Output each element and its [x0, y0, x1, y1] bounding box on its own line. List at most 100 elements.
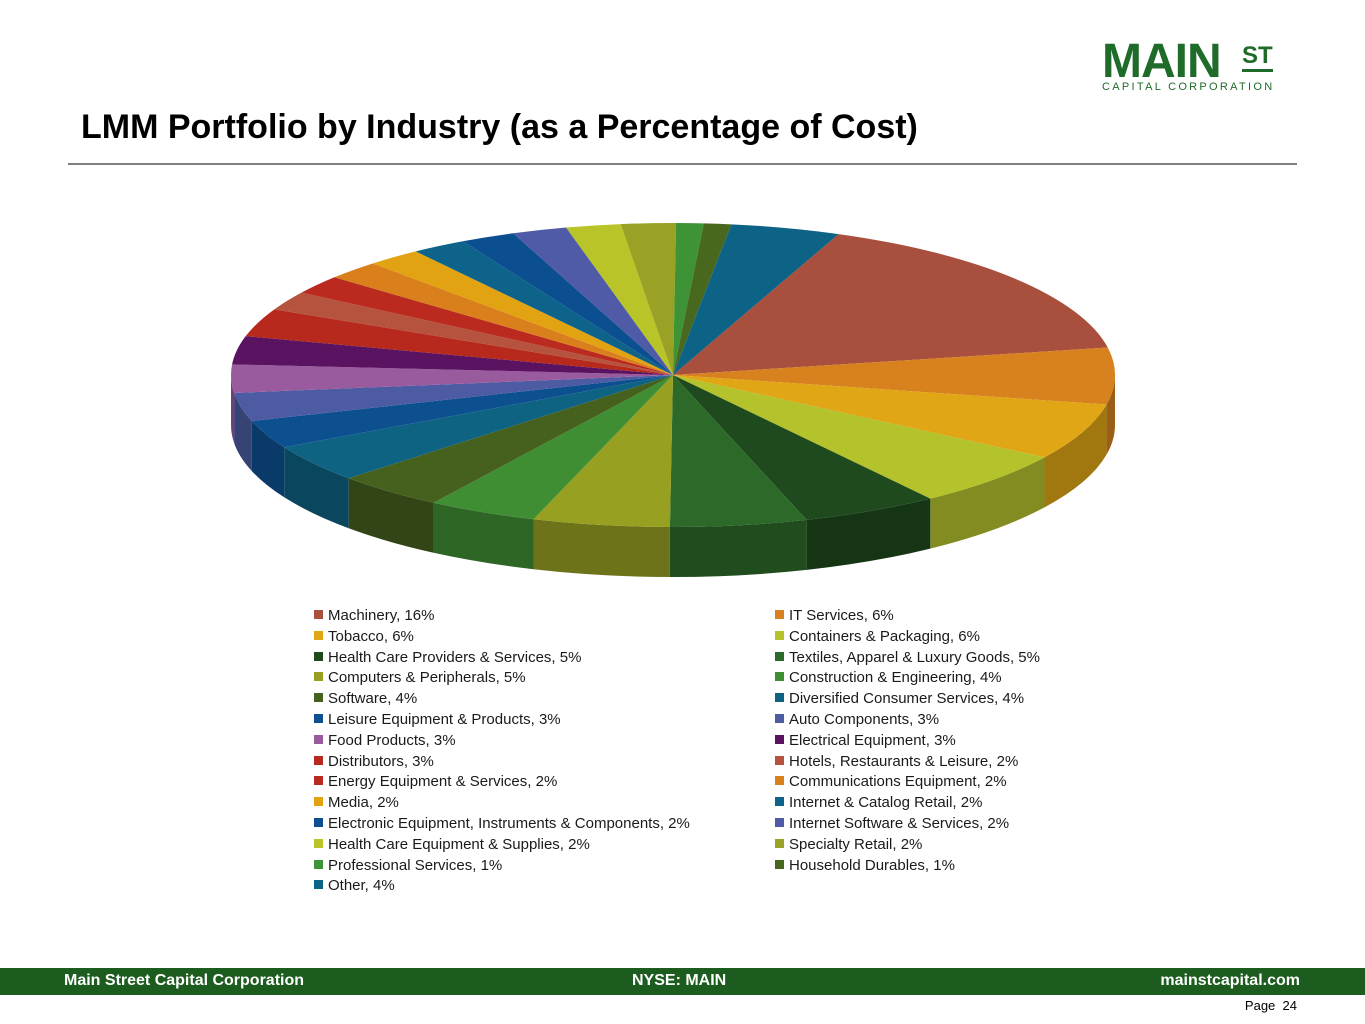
slide-title: LMM Portfolio by Industry (as a Percenta… [81, 108, 918, 146]
legend-item: IT Services, 6% [775, 606, 894, 625]
pie-side-auto-components [234, 392, 252, 471]
legend-item: Hotels, Restaurants & Leisure, 2% [775, 752, 1018, 771]
legend-label: Electronic Equipment, Instruments & Comp… [328, 815, 690, 832]
legend-swatch [314, 755, 323, 765]
legend-item: Tobacco, 6% [314, 627, 414, 646]
legend-label: Internet & Catalog Retail, 2% [789, 794, 983, 812]
legend-label: Diversified Consumer Services, 4% [789, 690, 1025, 708]
pie-slice-health-care-equipment-supplies [566, 224, 673, 375]
legend-item: Construction & Engineering, 4% [775, 668, 1002, 687]
pie-slice-leisure-equipment-products [251, 375, 673, 448]
legend-swatch [775, 610, 784, 619]
legend-swatch [775, 714, 784, 723]
legend-label: Auto Components, 3% [789, 711, 940, 728]
pie-slice-auto-components [234, 375, 673, 421]
logo-main-text: MAIN [1102, 35, 1222, 88]
pie-slice-health-care-providers-services [673, 375, 931, 520]
legend-swatch [314, 818, 323, 827]
legend-item: Internet & Catalog Retail, 2% [775, 793, 982, 812]
pie-side-containers-packaging [930, 457, 1045, 549]
pie-slice-machinery [673, 234, 1108, 375]
legend-label: Hotels, Restaurants & Leisure, 2% [789, 752, 1019, 770]
pie-slice-media [372, 251, 673, 375]
legend-item: Health Care Providers & Services, 5% [314, 648, 581, 667]
pie-slice-distributors [245, 309, 673, 375]
legend-item: Containers & Packaging, 6% [775, 627, 980, 646]
legend-swatch [775, 734, 784, 744]
legend-label: Specialty Retail, 2% [789, 835, 923, 853]
chart-legend: Machinery, 16% IT Services, 6% Tobacco, 6%… [314, 606, 1114, 901]
legend-label: Energy Equipment & Services, 2% [328, 773, 558, 791]
legend-swatch [314, 672, 323, 682]
pie-slice-specialty-retail [620, 223, 677, 375]
legend-label: Food Products, 3% [328, 731, 456, 749]
logo-subtitle: CAPITAL CORPORATION [1102, 81, 1275, 93]
legend-item: Distributors, 3% [314, 752, 434, 771]
pie-slice-construction-engineering [433, 375, 673, 520]
legend-swatch [314, 734, 323, 744]
legend-swatch [775, 776, 784, 786]
pie-slice-other [673, 224, 839, 375]
footer-ticker: NYSE: MAIN [632, 972, 727, 989]
legend-label: Other, 4% [328, 877, 395, 895]
pie-slice-electrical-equipment [232, 336, 673, 375]
page-label: Page [1244, 998, 1276, 1013]
pie-slice-tobacco [673, 375, 1107, 458]
legend-swatch [314, 797, 323, 807]
legend-swatch [314, 859, 323, 869]
legend-item: Diversified Consumer Services, 4% [775, 689, 1024, 708]
pie-side-tobacco [1044, 404, 1107, 508]
legend-label: Media, 2% [328, 794, 399, 812]
page-number: Page 24 [1245, 998, 1297, 1013]
legend-swatch [314, 880, 323, 890]
legend-item: Food Products, 3% [314, 731, 456, 750]
pie-slice-professional-services [673, 223, 704, 375]
logo-st-text: ST [1242, 44, 1273, 72]
pie-side-computers-peripherals [533, 519, 670, 577]
pie-side-construction-engineering [433, 502, 534, 570]
pie-sides [231, 375, 1115, 577]
legend-swatch [775, 859, 784, 869]
pie-slice-hotels [274, 292, 673, 375]
pie-slice-internet-catalog-retail [415, 241, 673, 375]
pie-side-software [348, 478, 434, 553]
legend-swatch [775, 651, 784, 661]
legend-label: Electrical Equipment, 3% [789, 731, 956, 749]
pie-chart [231, 223, 1115, 577]
legend-item: Computers & Peripherals, 5% [314, 668, 526, 687]
pie-slice-household-durables [673, 223, 732, 375]
legend-swatch [314, 776, 323, 786]
legend-item: Health Care Equipment & Supplies, 2% [314, 835, 590, 854]
legend-item: Auto Components, 3% [775, 710, 939, 729]
pie-side-it-services [1106, 375, 1115, 455]
legend-item: Electrical Equipment, 3% [775, 731, 956, 750]
legend-swatch [314, 610, 323, 619]
pie-slice-software [348, 375, 673, 503]
pie-slice-food-products [231, 364, 673, 393]
legend-swatch [314, 630, 323, 640]
legend-item: Household Durables, 1% [775, 856, 955, 875]
pie-slice-energy-equipment-services [301, 277, 673, 375]
legend-swatch [775, 797, 784, 807]
legend-label: Leisure Equipment & Products, 3% [328, 711, 561, 728]
legend-swatch [314, 693, 323, 703]
legend-item: Textiles, Apparel & Luxury Goods, 5% [775, 648, 1040, 667]
pie-side-health-care-providers-services [806, 498, 931, 570]
legend-label: Health Care Equipment & Supplies, 2% [328, 835, 590, 853]
pie-top [231, 223, 1115, 527]
pie-slice-containers-packaging [673, 375, 1045, 499]
pie-slice-computers-peripherals [533, 375, 673, 527]
pie-side-leisure-equipment-products [251, 420, 285, 498]
page-number-value: 24 [1282, 998, 1297, 1013]
footer-bar: Main Street Capital Corporation NYSE: MA… [0, 968, 1365, 995]
pie-slice-internet-software-services [513, 227, 673, 375]
footer-website[interactable]: mainstcapital.com [1160, 972, 1300, 989]
legend-label: Tobacco, 6% [328, 627, 414, 645]
company-logo: MAIN ST CAPITAL CORPORATION [1100, 38, 1280, 98]
pie-slice-textiles [669, 375, 807, 527]
legend-label: Machinery, 16% [328, 607, 435, 624]
legend-label: Computers & Peripherals, 5% [328, 669, 526, 687]
legend-swatch [775, 755, 784, 765]
pie-side-diversified-consumer-services [284, 447, 349, 529]
legend-label: Health Care Providers & Services, 5% [328, 648, 582, 666]
